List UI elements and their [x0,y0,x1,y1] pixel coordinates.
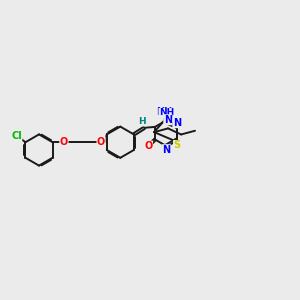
Text: O: O [144,141,152,151]
Text: H: H [138,117,146,126]
Text: O: O [97,137,105,147]
Text: NH: NH [159,108,174,117]
Text: Cl: Cl [11,130,22,141]
Text: O: O [60,137,68,147]
Text: S: S [173,140,181,150]
Text: N: N [163,145,171,155]
Text: NH: NH [157,107,173,117]
Text: N: N [173,118,181,128]
Text: N: N [164,115,172,125]
